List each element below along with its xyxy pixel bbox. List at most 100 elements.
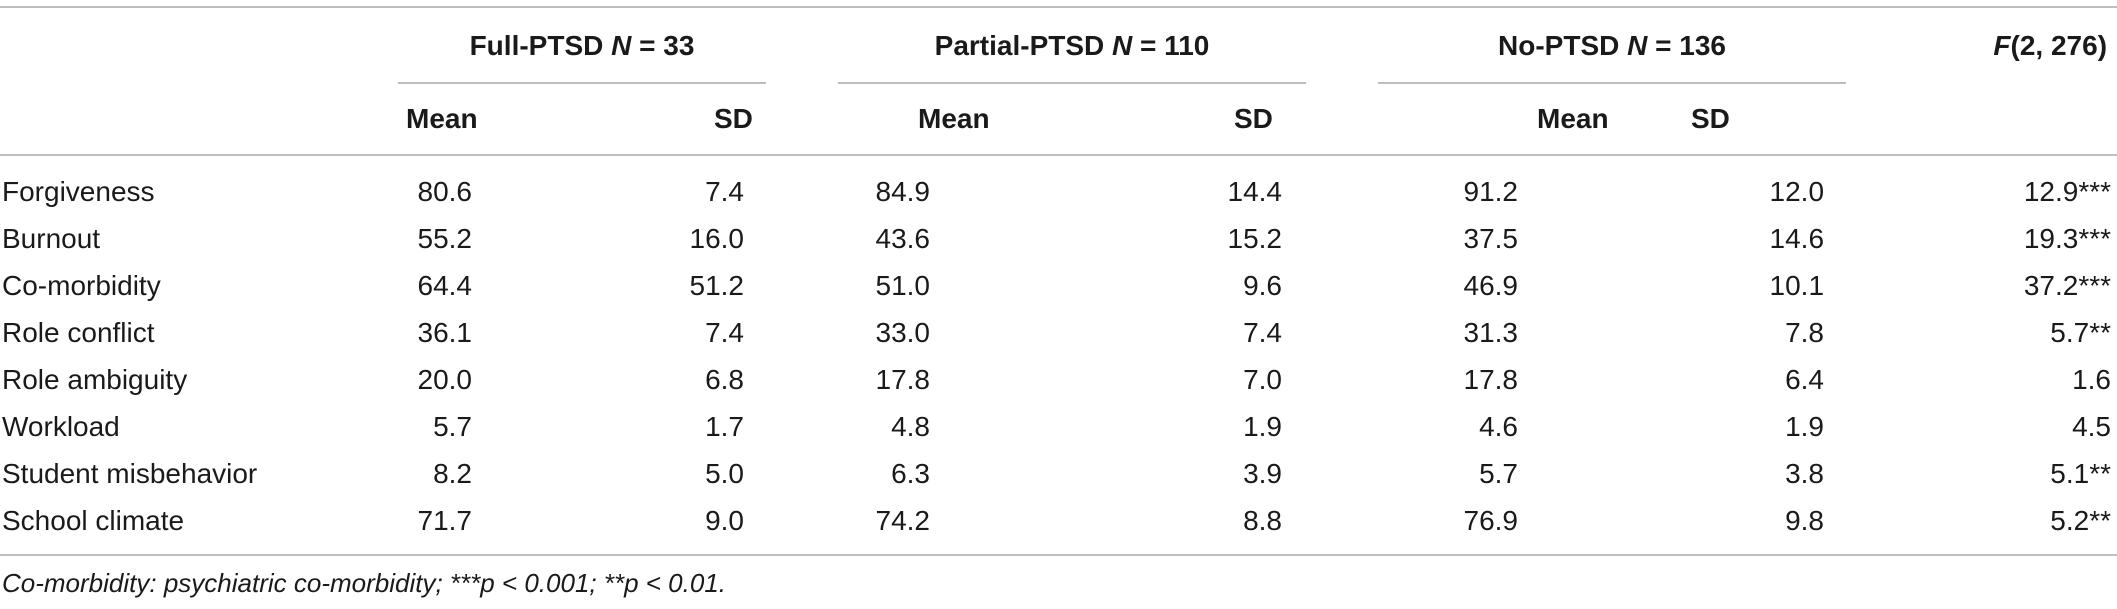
row-label: Workload — [2, 410, 120, 442]
table-row: Burnout 55.2 16.0 43.6 15.2 37.5 14.6 19.3*** — [0, 215, 2117, 262]
table-row: Forgiveness 80.6 7.4 84.9 14.4 91.2 12.0 12.9**… — [0, 155, 2117, 215]
partial-sd-cell: 7.4 — [1243, 316, 1282, 348]
full-sd-cell: 5.0 — [705, 457, 744, 489]
table-row: Workload 5.7 1.7 4.8 1.9 4.6 1.9 4.5 — [0, 403, 2117, 450]
full-mean-cell: 5.7 — [433, 410, 472, 442]
full-mean-cell: 20.0 — [417, 363, 473, 395]
no-mean-cell: 31.3 — [1463, 316, 1519, 348]
row-label: Forgiveness — [2, 175, 155, 207]
partial-mean-cell: 74.2 — [802, 497, 1042, 556]
partial-mean-cell: 33.0 — [875, 316, 931, 348]
full-mean-cell: 8.2 — [433, 457, 472, 489]
row-label: Student misbehavior — [2, 457, 258, 489]
partial-mean-cell: 6.3 — [891, 457, 930, 489]
full-sd-cell: 7.4 — [705, 175, 744, 207]
header-empty-cell — [0, 6, 362, 84]
no-sd-cell: 6.4 — [1785, 363, 1825, 395]
group-n-value: = 136 — [1655, 30, 1726, 61]
full-sd-cell: 16.0 — [689, 222, 745, 254]
row-label: Co-morbidity — [2, 269, 161, 301]
table-row: Role ambiguity 20.0 6.8 17.8 7.0 17.8 6.4 1.6 — [0, 356, 2117, 403]
group-header-partial-ptsd: Partial-PTSD N = 110 — [802, 6, 1342, 84]
full-sd-cell: 51.2 — [689, 269, 745, 301]
group-header-row: Full-PTSD N = 33 Partial-PTSD N = 110 No… — [0, 6, 2117, 84]
group-n-value: = 33 — [639, 30, 695, 61]
no-mean-cell: 37.5 — [1463, 222, 1519, 254]
f-value-cell: 19.3*** — [2023, 222, 2112, 254]
full-sd-cell: 6.8 — [705, 363, 744, 395]
group-header-no-ptsd: No-PTSD N = 136 — [1342, 6, 1883, 84]
full-mean-cell: 80.6 — [417, 175, 473, 207]
partial-sd-cell: 9.6 — [1243, 269, 1282, 301]
no-mean-cell: 5.7 — [1479, 457, 1518, 489]
row-label: Role ambiguity — [2, 363, 188, 395]
partial-sd-cell: 15.2 — [1227, 222, 1283, 254]
no-sd-cell: 7.8 — [1785, 316, 1825, 348]
table-row: School climate 71.7 9.0 74.2 8.8 76.9 9.8 5.2** — [0, 497, 2117, 556]
full-mean-cell: 55.2 — [417, 222, 473, 254]
partial-sd-cell: 8.8 — [1042, 497, 1342, 556]
partial-mean-cell: 51.0 — [875, 269, 931, 301]
no-mean-cell: 46.9 — [1463, 269, 1519, 301]
group-name: No-PTSD — [1498, 30, 1620, 61]
col-header-partial-mean: Mean — [802, 84, 1042, 156]
sub-header-empty-cell — [0, 84, 362, 156]
group-n-label: N — [1112, 30, 1133, 61]
f-value-cell: 12.9*** — [2023, 175, 2112, 207]
full-sd-cell: 1.7 — [705, 410, 744, 442]
no-mean-cell: 17.8 — [1463, 363, 1519, 395]
table-row: Student misbehavior 8.2 5.0 6.3 3.9 5.7 3.8 5.1… — [0, 450, 2117, 497]
group-n-value: = 110 — [1140, 30, 1210, 61]
table-row: Role conflict 36.1 7.4 33.0 7.4 31.3 7.8 5.7** — [0, 309, 2117, 356]
f-value-cell: 1.6 — [2072, 363, 2112, 395]
group-underline — [1378, 82, 1847, 84]
group-n-label: N — [1627, 30, 1648, 61]
col-header-no-sd: SD — [1592, 84, 1883, 156]
f-value-cell: 5.2** — [1882, 497, 2117, 556]
row-label: Role conflict — [2, 316, 155, 348]
table-row: Co-morbidity 64.4 51.2 51.0 9.6 46.9 10.1 37.2*… — [0, 262, 2117, 309]
f-value-cell: 4.5 — [2072, 410, 2112, 442]
col-header-no-mean: Mean — [1342, 84, 1609, 156]
full-mean-cell: 71.7 — [362, 497, 582, 556]
full-sd-cell: 9.0 — [582, 497, 802, 556]
group-name: Full-PTSD — [469, 30, 604, 61]
no-mean-cell: 76.9 — [1342, 497, 1592, 556]
full-mean-cell: 64.4 — [417, 269, 473, 301]
partial-sd-cell: 14.4 — [1227, 175, 1283, 207]
f-label-italic: F — [1993, 30, 2011, 61]
f-statistic-header: F(2, 276) — [1882, 6, 2117, 84]
col-header-full-mean: Mean — [362, 84, 582, 156]
full-sd-cell: 7.4 — [705, 316, 744, 348]
f-value-cell: 5.1** — [2050, 457, 2112, 489]
col-header-full-sd: SD — [582, 84, 802, 156]
partial-mean-cell: 43.6 — [875, 222, 931, 254]
no-sd-cell: 10.1 — [1769, 269, 1825, 301]
f-value-cell: 5.7** — [2050, 316, 2112, 348]
no-sd-cell: 3.8 — [1785, 457, 1825, 489]
no-sd-cell: 12.0 — [1769, 175, 1825, 207]
f-label-df: (2, 276) — [2010, 30, 2108, 61]
table-body: Forgiveness 80.6 7.4 84.9 14.4 91.2 12.0 12.9**… — [0, 155, 2117, 556]
partial-sd-cell: 3.9 — [1243, 457, 1282, 489]
no-mean-cell: 91.2 — [1463, 175, 1519, 207]
row-label: School climate — [0, 497, 362, 556]
row-label: Burnout — [2, 222, 101, 254]
group-header-full-ptsd: Full-PTSD N = 33 — [362, 6, 802, 84]
group-name: Partial-PTSD — [934, 30, 1105, 61]
group-n-label: N — [611, 30, 632, 61]
col-header-partial-sd: SD — [1042, 84, 1342, 156]
sub-header-row: Mean SD Mean SD Mean SD — [0, 84, 2117, 156]
ptsd-comparison-table: Full-PTSD N = 33 Partial-PTSD N = 110 No… — [0, 6, 2117, 556]
partial-sd-cell: 1.9 — [1243, 410, 1282, 442]
no-mean-cell: 4.6 — [1479, 410, 1518, 442]
f-value-cell: 37.2*** — [2023, 269, 2112, 301]
partial-sd-cell: 7.0 — [1243, 363, 1282, 395]
sub-header-f-empty — [1882, 84, 2117, 156]
no-sd-cell: 9.8 — [1592, 497, 1883, 556]
partial-mean-cell: 84.9 — [875, 175, 931, 207]
partial-mean-cell: 17.8 — [875, 363, 931, 395]
no-sd-cell: 1.9 — [1785, 410, 1825, 442]
group-underline — [398, 82, 766, 84]
